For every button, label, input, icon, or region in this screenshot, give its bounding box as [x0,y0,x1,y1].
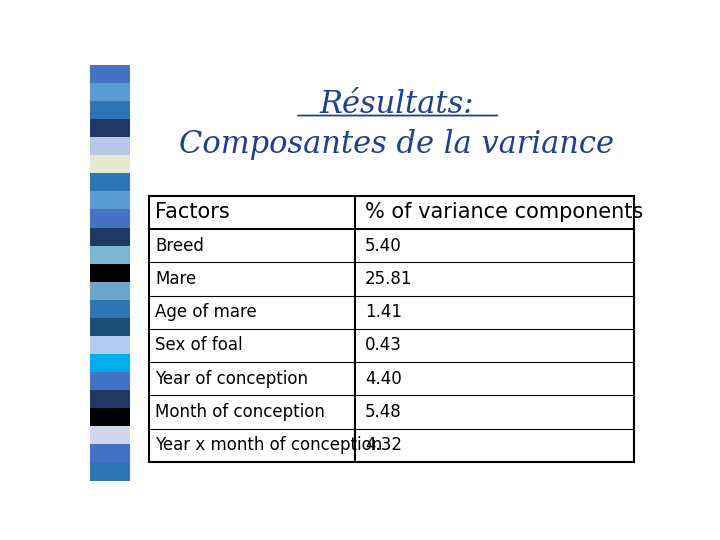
Bar [90,137,130,155]
Text: 1.41: 1.41 [365,303,402,321]
Bar [90,354,130,372]
Bar [90,408,130,427]
Text: 0.43: 0.43 [365,336,402,354]
Text: Year x month of conception: Year x month of conception [156,436,382,454]
Bar [90,390,130,408]
Bar [90,372,130,390]
Bar [90,246,130,264]
Bar [90,264,130,282]
Bar [90,227,130,246]
Bar [90,444,130,463]
Bar [90,427,130,444]
Text: 5.48: 5.48 [365,403,402,421]
Bar [90,83,130,101]
Text: Breed: Breed [156,237,204,255]
Text: Mare: Mare [156,270,197,288]
Text: 4.32: 4.32 [365,436,402,454]
Bar [90,318,130,336]
Bar [90,155,130,173]
Text: Age of mare: Age of mare [156,303,257,321]
Text: Year of conception: Year of conception [156,370,308,388]
Text: Sex of foal: Sex of foal [156,336,243,354]
Text: 25.81: 25.81 [365,270,413,288]
Bar [148,196,634,462]
Bar [90,282,130,300]
Bar [90,173,130,191]
Text: Composantes de la variance: Composantes de la variance [179,129,614,160]
Bar [90,210,130,227]
Bar [90,336,130,354]
Text: % of variance components: % of variance components [365,202,644,222]
Bar [90,101,130,119]
Bar [90,463,130,481]
Text: Résultats:: Résultats: [320,89,474,120]
Text: Factors: Factors [156,202,230,222]
Text: 5.40: 5.40 [365,237,402,255]
Bar [90,300,130,318]
Text: 4.40: 4.40 [365,370,402,388]
Bar [90,191,130,210]
Bar [90,65,130,83]
Bar [90,119,130,137]
Text: Month of conception: Month of conception [156,403,325,421]
